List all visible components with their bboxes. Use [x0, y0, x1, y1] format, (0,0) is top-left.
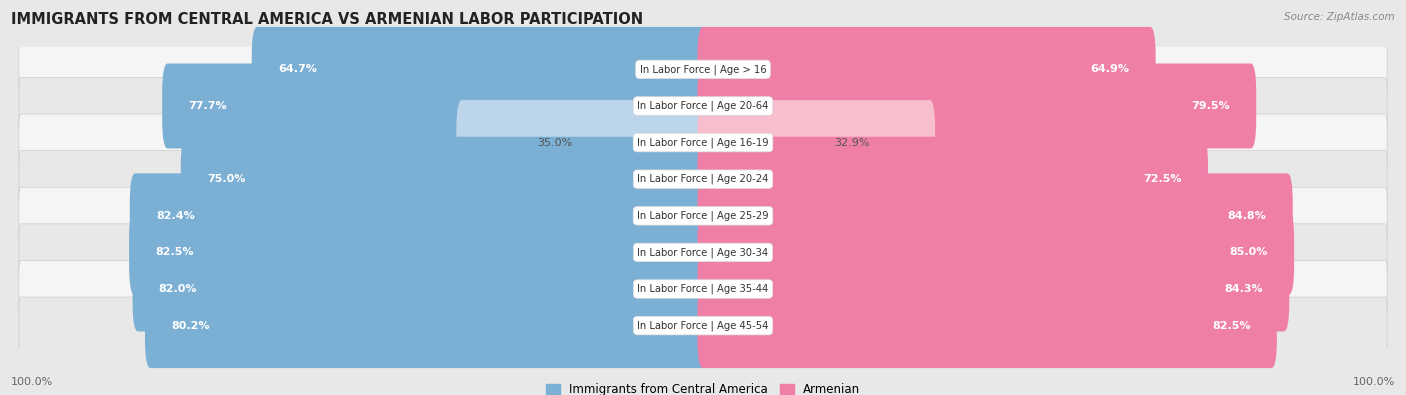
FancyBboxPatch shape: [18, 224, 1388, 281]
FancyBboxPatch shape: [697, 283, 1277, 368]
FancyBboxPatch shape: [181, 137, 709, 222]
Text: 84.3%: 84.3%: [1225, 284, 1263, 294]
FancyBboxPatch shape: [18, 260, 1388, 318]
Text: 82.5%: 82.5%: [155, 247, 194, 258]
FancyBboxPatch shape: [18, 187, 1388, 245]
Text: 85.0%: 85.0%: [1230, 247, 1268, 258]
Text: In Labor Force | Age 25-29: In Labor Force | Age 25-29: [637, 211, 769, 221]
Text: 64.9%: 64.9%: [1091, 64, 1129, 74]
FancyBboxPatch shape: [129, 210, 709, 295]
Legend: Immigrants from Central America, Armenian: Immigrants from Central America, Armenia…: [546, 383, 860, 395]
Text: 32.9%: 32.9%: [834, 137, 869, 148]
Text: 82.5%: 82.5%: [1212, 321, 1251, 331]
FancyBboxPatch shape: [697, 64, 1256, 149]
Text: 75.0%: 75.0%: [207, 174, 245, 184]
FancyBboxPatch shape: [18, 150, 1388, 208]
Text: 82.0%: 82.0%: [159, 284, 197, 294]
FancyBboxPatch shape: [252, 27, 709, 112]
FancyBboxPatch shape: [697, 173, 1292, 258]
Text: In Labor Force | Age 30-34: In Labor Force | Age 30-34: [637, 247, 769, 258]
Text: 100.0%: 100.0%: [11, 377, 53, 387]
Text: 84.8%: 84.8%: [1227, 211, 1267, 221]
Text: 100.0%: 100.0%: [1353, 377, 1395, 387]
FancyBboxPatch shape: [132, 246, 709, 331]
Text: In Labor Force | Age 20-64: In Labor Force | Age 20-64: [637, 101, 769, 111]
Text: In Labor Force | Age > 16: In Labor Force | Age > 16: [640, 64, 766, 75]
FancyBboxPatch shape: [18, 114, 1388, 171]
Text: 82.4%: 82.4%: [156, 211, 195, 221]
FancyBboxPatch shape: [18, 77, 1388, 135]
Text: In Labor Force | Age 45-54: In Labor Force | Age 45-54: [637, 320, 769, 331]
Text: 80.2%: 80.2%: [172, 321, 209, 331]
FancyBboxPatch shape: [129, 173, 709, 258]
Text: 72.5%: 72.5%: [1143, 174, 1182, 184]
Text: Source: ZipAtlas.com: Source: ZipAtlas.com: [1284, 12, 1395, 22]
FancyBboxPatch shape: [697, 246, 1289, 331]
FancyBboxPatch shape: [697, 210, 1294, 295]
FancyBboxPatch shape: [18, 41, 1388, 98]
FancyBboxPatch shape: [145, 283, 709, 368]
Text: IMMIGRANTS FROM CENTRAL AMERICA VS ARMENIAN LABOR PARTICIPATION: IMMIGRANTS FROM CENTRAL AMERICA VS ARMEN…: [11, 12, 644, 27]
FancyBboxPatch shape: [18, 297, 1388, 354]
Text: 64.7%: 64.7%: [278, 64, 316, 74]
FancyBboxPatch shape: [697, 100, 935, 185]
FancyBboxPatch shape: [697, 27, 1156, 112]
Text: 77.7%: 77.7%: [188, 101, 226, 111]
Text: In Labor Force | Age 20-24: In Labor Force | Age 20-24: [637, 174, 769, 184]
Text: 35.0%: 35.0%: [537, 137, 572, 148]
Text: In Labor Force | Age 35-44: In Labor Force | Age 35-44: [637, 284, 769, 294]
Text: 79.5%: 79.5%: [1191, 101, 1230, 111]
FancyBboxPatch shape: [697, 137, 1208, 222]
FancyBboxPatch shape: [457, 100, 709, 185]
FancyBboxPatch shape: [162, 64, 709, 149]
Text: In Labor Force | Age 16-19: In Labor Force | Age 16-19: [637, 137, 769, 148]
